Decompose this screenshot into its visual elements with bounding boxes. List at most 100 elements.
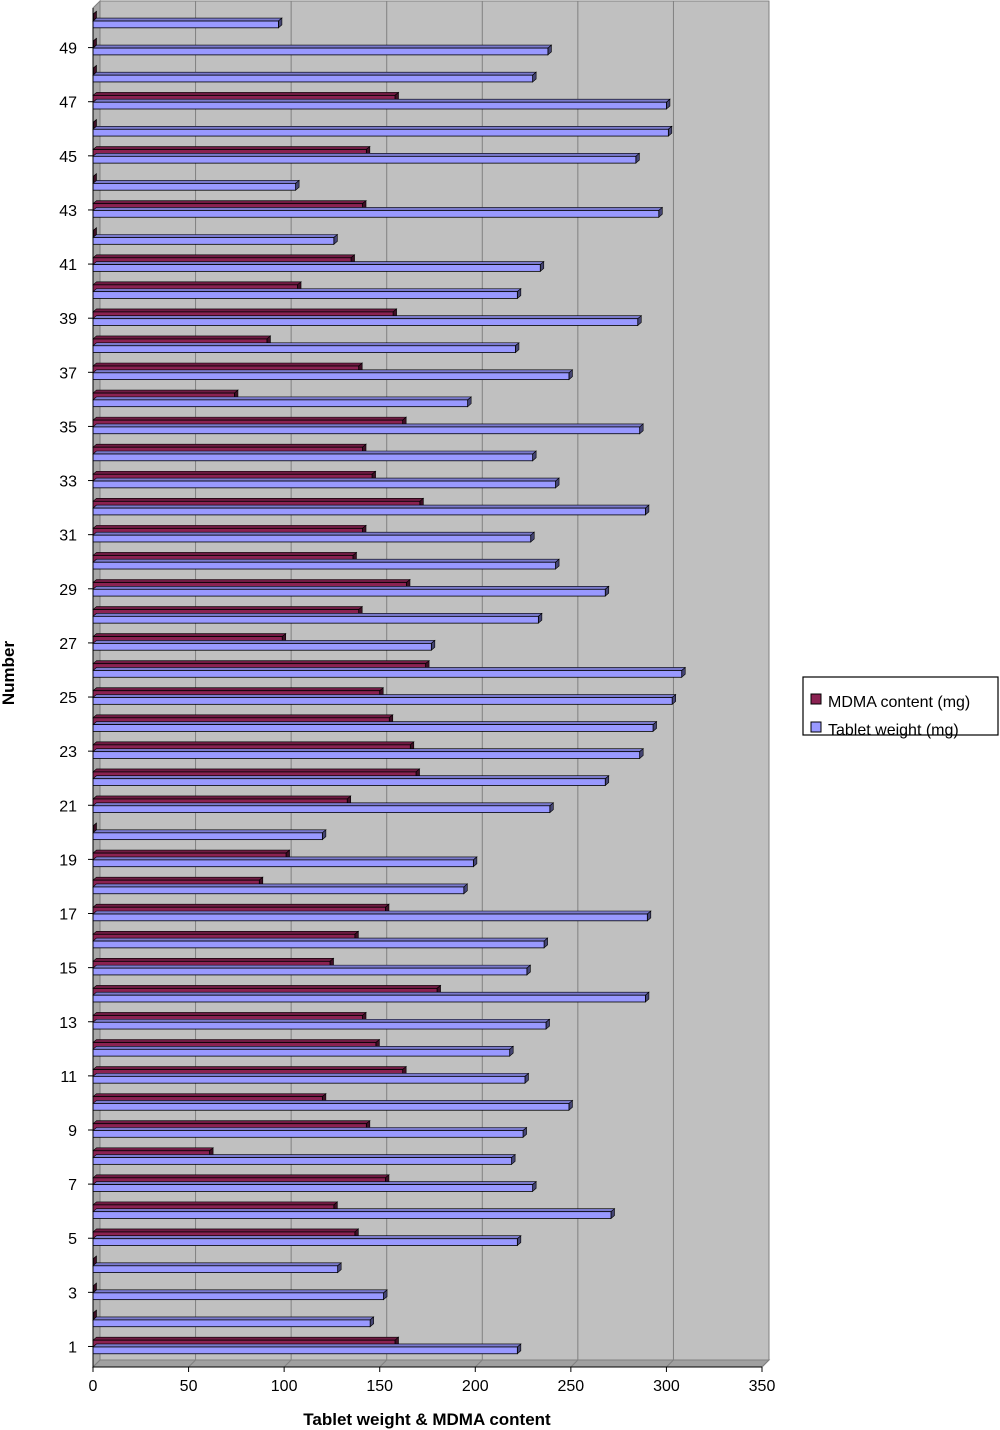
bar-tablet-top bbox=[92, 667, 687, 671]
x-tick-label: 0 bbox=[89, 1378, 98, 1395]
bar-tablet bbox=[92, 829, 327, 841]
y-tick-label: 43 bbox=[59, 203, 77, 220]
y-tick-label: 27 bbox=[59, 636, 77, 653]
bar-tablet-face bbox=[92, 1211, 612, 1219]
bar-tablet-face bbox=[92, 697, 673, 705]
bar-mdma bbox=[92, 335, 272, 347]
bar-tablet bbox=[92, 1045, 515, 1057]
bar-tablet-face bbox=[92, 588, 606, 597]
y-tick-label: 11 bbox=[60, 1069, 77, 1086]
bar-mdma-top bbox=[92, 985, 442, 989]
bar-tablet-face bbox=[92, 1103, 570, 1111]
y-tick-label: 25 bbox=[59, 690, 77, 707]
bar-tablet-top bbox=[92, 1100, 574, 1104]
bar-mdma-top bbox=[92, 1120, 371, 1124]
bar-tablet bbox=[92, 1316, 375, 1328]
bar-tablet bbox=[92, 450, 537, 462]
bar-mdma bbox=[92, 281, 302, 293]
bar-tablet-face bbox=[92, 1319, 371, 1328]
bar-mdma-top bbox=[92, 849, 291, 854]
y-tick-label: 45 bbox=[59, 149, 77, 166]
bar-tablet-top bbox=[92, 829, 327, 834]
bar-mdma-top bbox=[92, 1093, 327, 1097]
bar-mdma-top bbox=[92, 1201, 339, 1206]
y-tick-label: 5 bbox=[68, 1231, 77, 1248]
x-tick-label: 200 bbox=[462, 1378, 489, 1395]
bar-tablet bbox=[92, 71, 537, 83]
bar-tablet bbox=[92, 315, 643, 327]
bar-mdma-top bbox=[92, 335, 272, 340]
bar-mdma-top bbox=[92, 281, 302, 286]
bar-tablet bbox=[92, 612, 543, 624]
bar-tablet bbox=[92, 856, 478, 868]
bar-tablet-top bbox=[92, 1046, 515, 1050]
bar-tablet-top bbox=[92, 531, 536, 536]
bar-tablet-face bbox=[92, 994, 646, 1003]
legend: MDMA content (mg) Tablet weight (mg) bbox=[802, 676, 999, 739]
bars bbox=[92, 10, 687, 1355]
y-tick-label: 23 bbox=[59, 744, 77, 761]
bar-tablet-top bbox=[92, 1018, 551, 1023]
bar-tablet-face bbox=[92, 534, 532, 543]
bar-tablet bbox=[92, 910, 652, 922]
bar-tablet-top bbox=[92, 883, 469, 888]
bar-mdma bbox=[92, 1065, 407, 1078]
bar-tablet-top bbox=[92, 423, 644, 428]
x-tick-label: 250 bbox=[558, 1378, 585, 1395]
bar-tablet-face bbox=[92, 1130, 524, 1138]
legend-label-mdma: MDMA content (mg) bbox=[828, 694, 970, 711]
bar-tablet-face bbox=[92, 1021, 547, 1030]
bar-tablet-top bbox=[92, 585, 610, 590]
bar-mdma-top bbox=[92, 606, 363, 610]
bar-tablet-face bbox=[92, 101, 667, 110]
gridline-floor bbox=[188, 1359, 196, 1368]
bar-tablet-top bbox=[92, 1181, 537, 1185]
bar-tablet bbox=[92, 1018, 551, 1030]
bar-tablet-face bbox=[92, 1346, 518, 1355]
y-tick-label: 7 bbox=[68, 1177, 77, 1194]
bar-tablet bbox=[92, 477, 560, 489]
bar-tablet bbox=[92, 585, 610, 597]
bar-tablet bbox=[92, 342, 520, 354]
bar-tablet bbox=[92, 1208, 616, 1220]
legend-label-tablet: Tablet weight (mg) bbox=[828, 722, 959, 739]
legend-box bbox=[802, 676, 999, 736]
bar-tablet bbox=[92, 883, 469, 895]
bar-tablet bbox=[92, 44, 553, 56]
bar-tablet-top bbox=[92, 477, 560, 482]
bar-mdma-top bbox=[92, 768, 421, 773]
y-tick-label: 15 bbox=[59, 961, 77, 978]
x-tick-label: 300 bbox=[653, 1378, 680, 1395]
gridline-floor bbox=[379, 1359, 388, 1368]
bar-mdma-top bbox=[92, 416, 407, 421]
bar-tablet bbox=[92, 287, 522, 300]
bar-tablet bbox=[92, 152, 641, 164]
bar-tablet-face bbox=[92, 453, 534, 462]
bar-mdma-top bbox=[92, 389, 239, 394]
y-tick-label: 19 bbox=[59, 852, 77, 869]
bar-tablet-face bbox=[92, 237, 335, 245]
y-tick-label: 35 bbox=[59, 419, 77, 436]
bar-mdma-top bbox=[92, 200, 367, 204]
bar-tablet-face bbox=[92, 1265, 339, 1273]
bar-tablet bbox=[92, 964, 532, 976]
bar-mdma-top bbox=[92, 525, 367, 529]
gridline-floor bbox=[570, 1359, 579, 1368]
bar-tablet-top bbox=[92, 1208, 616, 1212]
bar-tablet-top bbox=[92, 450, 537, 455]
bar-tablet-top bbox=[92, 369, 574, 374]
bar-tablet bbox=[92, 260, 545, 273]
bar-tablet-top bbox=[92, 17, 283, 22]
y-tick-label: 37 bbox=[59, 365, 77, 382]
y-axis-title: Number bbox=[0, 641, 18, 706]
bar-tablet bbox=[92, 1153, 516, 1166]
bar-tablet-face bbox=[92, 561, 556, 570]
bar-tablet-face bbox=[92, 480, 556, 489]
bar-tablet-top bbox=[92, 1154, 516, 1158]
bar-mdma-top bbox=[92, 1066, 407, 1070]
bar-mdma-top bbox=[92, 876, 264, 881]
bar-tablet-top bbox=[92, 71, 537, 76]
y-tick-label: 13 bbox=[59, 1015, 77, 1032]
bar-tablet-face bbox=[92, 886, 465, 895]
bar-tablet-face bbox=[92, 345, 516, 353]
